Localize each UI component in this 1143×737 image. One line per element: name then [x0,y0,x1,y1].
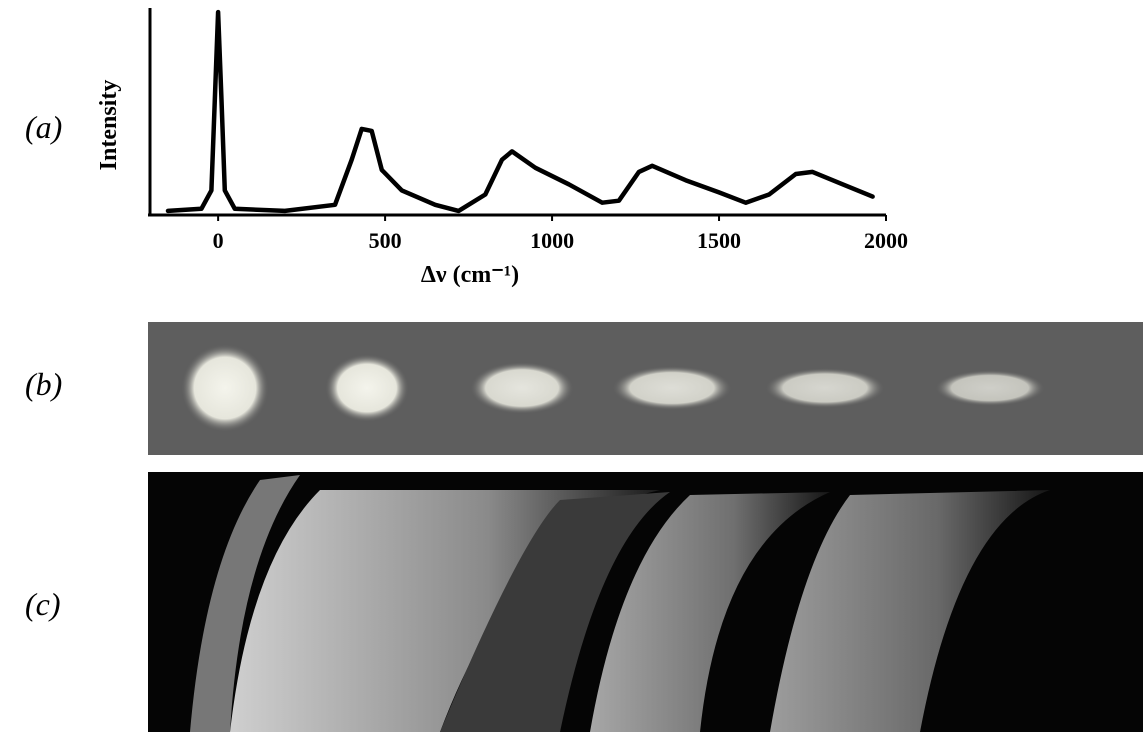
x-tick-label: 1000 [530,228,574,253]
x-tick-label: 2000 [864,228,908,253]
panel-label: (a) [25,109,62,145]
y-axis-label: Intensity [96,80,122,171]
x-axis-label: Δν (cm⁻¹) [421,262,519,288]
panel-label: (c) [25,586,61,622]
x-tick-label: 500 [369,228,402,253]
spectrum-line [165,9,875,214]
spectrum-chart: Δν (cm⁻¹) Intensity 0 500 1000 1500 2000 [96,8,908,288]
panel-label: (b) [25,366,62,402]
photo-c [148,472,1143,732]
x-tick-label: 1500 [697,228,741,253]
photo-b [148,322,1143,455]
x-tick-label: 0 [213,228,224,253]
